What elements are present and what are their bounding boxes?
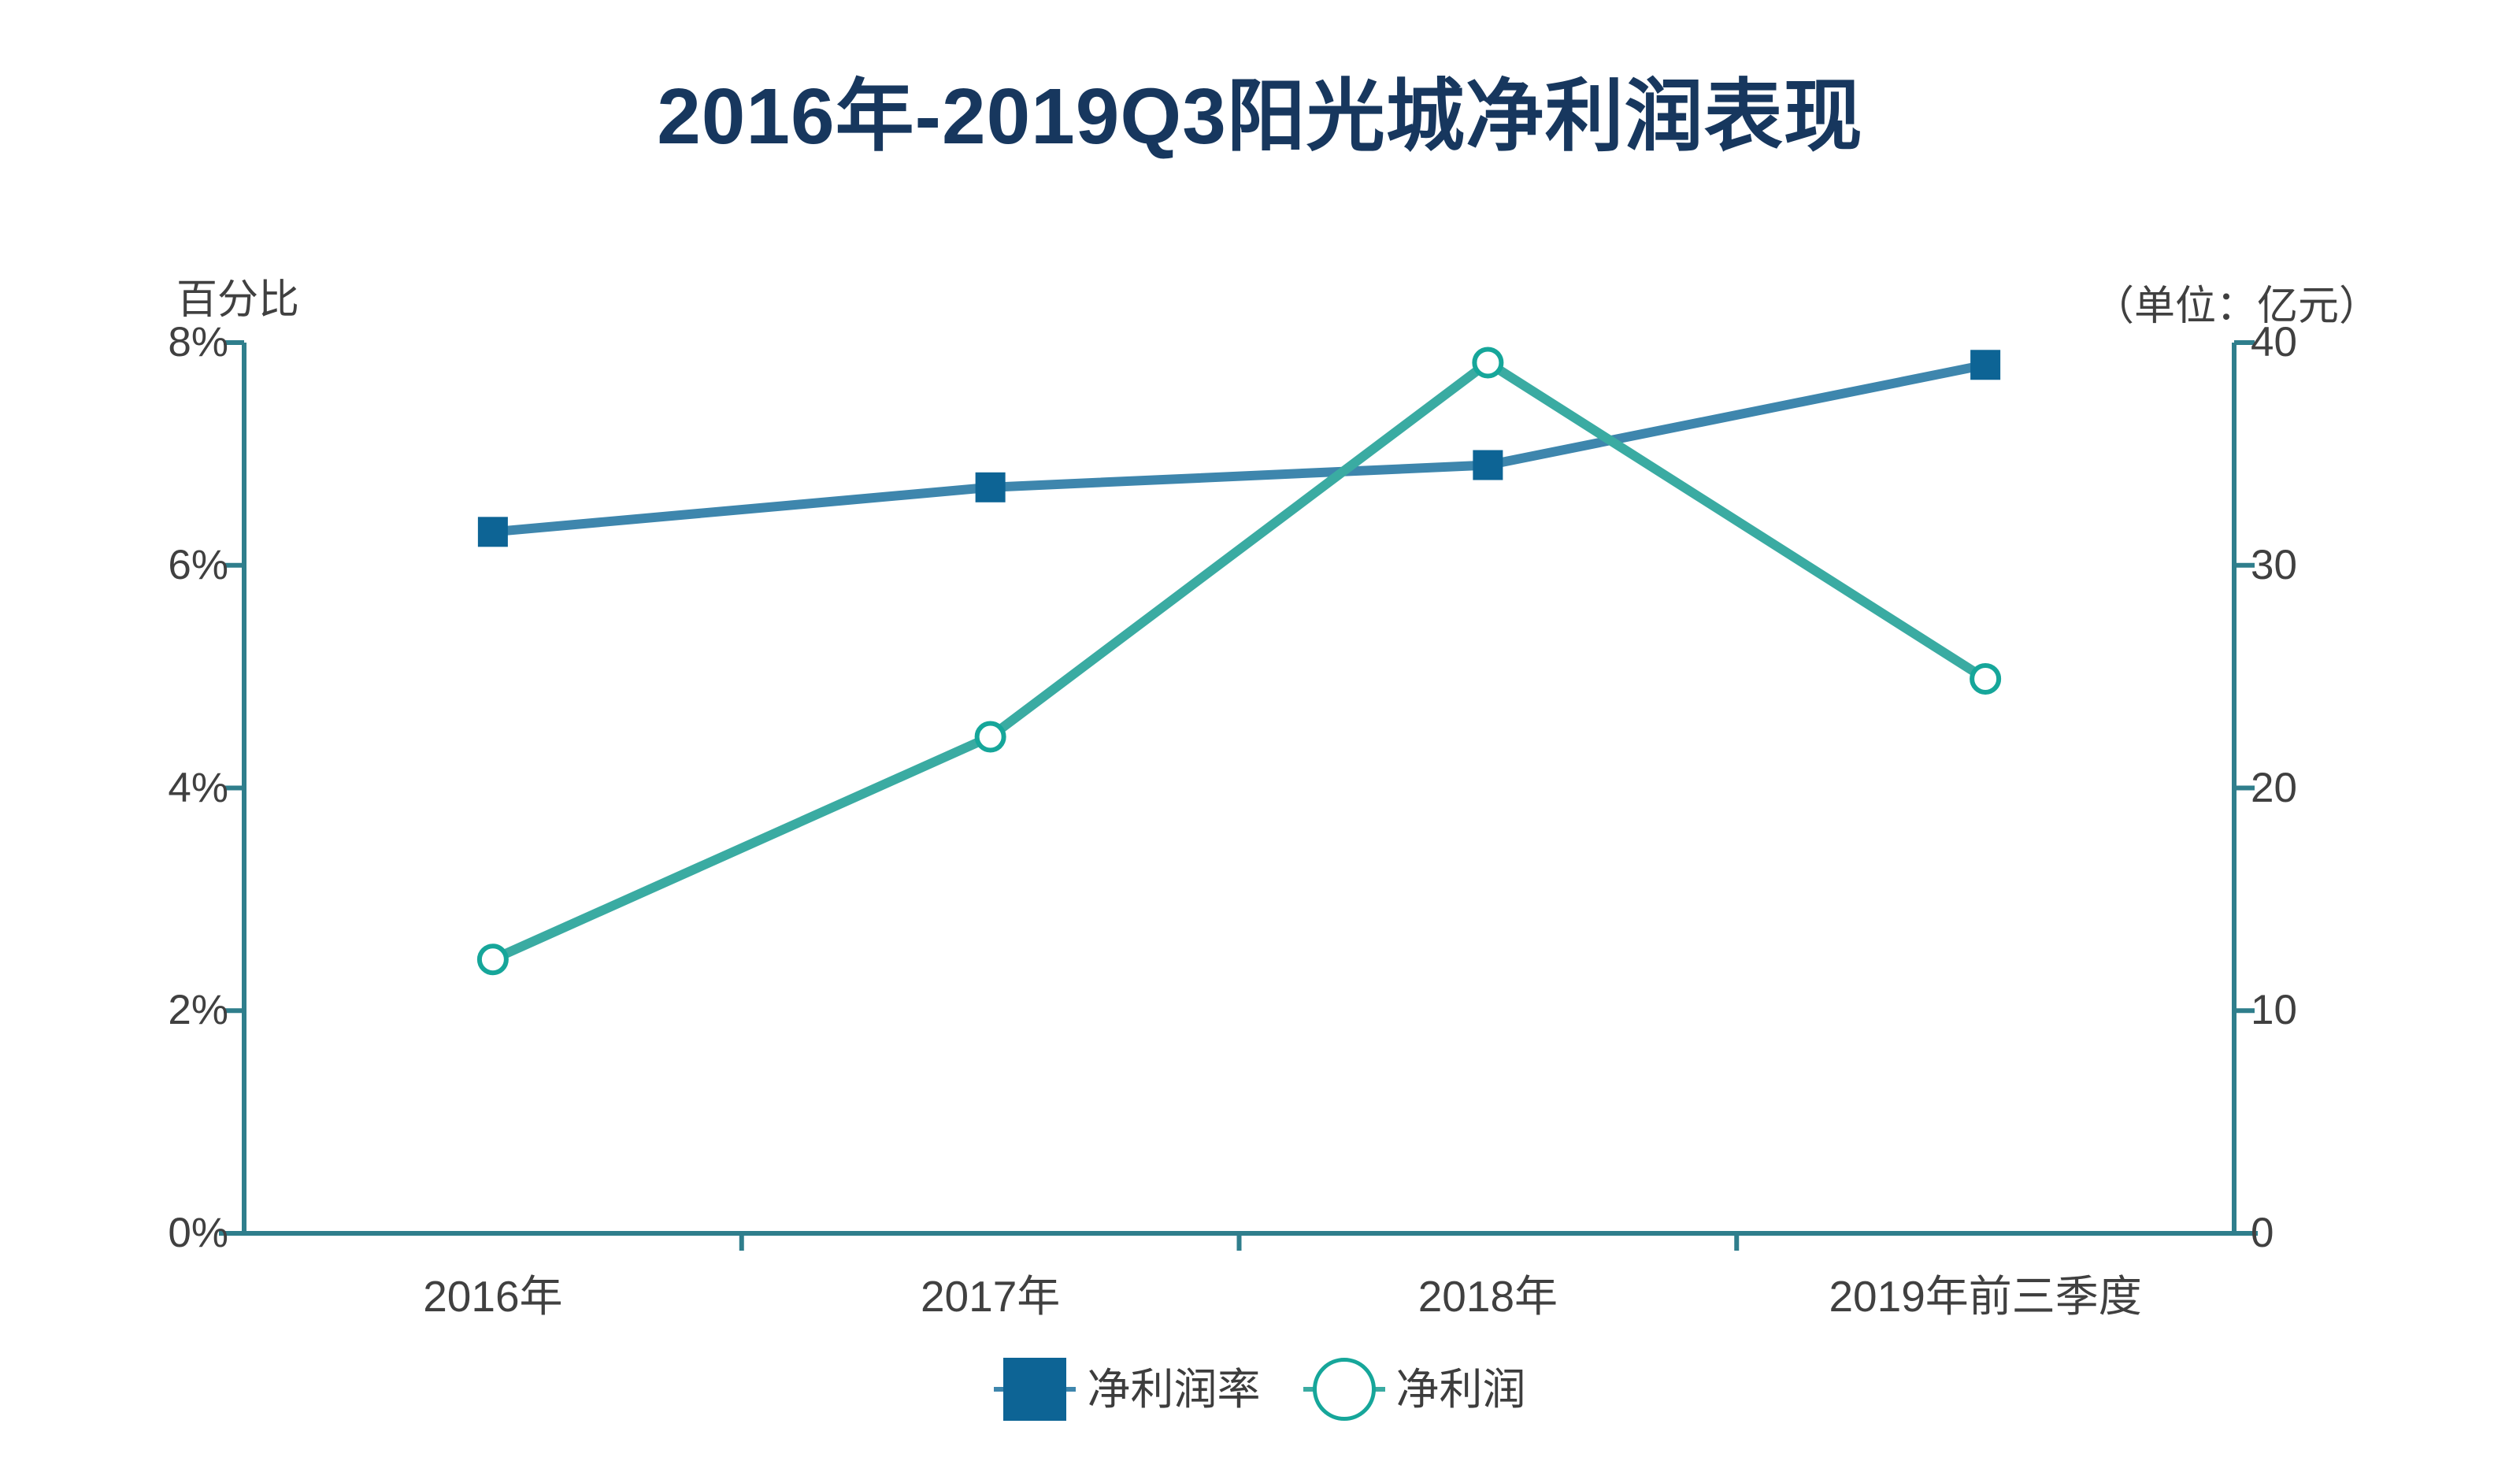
data-point-circle[interactable] xyxy=(974,721,1006,753)
x-axis-tick-label: 2017年 xyxy=(920,1272,1061,1321)
data-point-circle[interactable] xyxy=(1472,347,1504,379)
right-axis-tick-label: 40 xyxy=(2251,319,2297,365)
legend: 净利润率 净利润 xyxy=(0,1356,2520,1422)
legend-label-net-profit-margin: 净利润率 xyxy=(1087,1365,1261,1414)
circle-marker-icon xyxy=(1303,1356,1385,1422)
data-point-square[interactable] xyxy=(975,472,1006,502)
series-line-square xyxy=(492,360,1987,537)
data-point-circle[interactable] xyxy=(1970,662,2002,695)
left-axis-title: 百分比 xyxy=(176,277,300,323)
left-axis-tick-label: 6% xyxy=(168,541,228,588)
legend-square-swatch xyxy=(1003,1358,1067,1421)
x-axis-tick-label: 2019年前三季度 xyxy=(1829,1272,2142,1321)
legend-item-net-profit[interactable]: 净利润 xyxy=(1303,1356,1526,1422)
page-title: 2016年-2019Q3阳光城净利润表现 xyxy=(657,72,1863,161)
data-point-circle[interactable] xyxy=(476,944,509,976)
left-axis-tick-label: 4% xyxy=(168,764,228,811)
right-axis-tick-label: 30 xyxy=(2251,541,2297,588)
data-point-square[interactable] xyxy=(1473,450,1503,480)
series-line-circle xyxy=(491,357,1988,964)
left-axis-tick-label: 0% xyxy=(168,1210,228,1256)
x-axis-tick-label: 2016年 xyxy=(423,1272,563,1321)
x-axis-tick-label: 2018年 xyxy=(1418,1272,1558,1321)
legend-circle-swatch xyxy=(1312,1358,1376,1421)
legend-item-net-profit-margin[interactable]: 净利润率 xyxy=(994,1356,1261,1422)
data-point-square[interactable] xyxy=(477,517,508,547)
data-point-square[interactable] xyxy=(1970,350,2001,380)
right-axis-tick-label: 20 xyxy=(2251,764,2297,811)
left-axis-tick-label: 2% xyxy=(168,987,228,1034)
square-marker-icon xyxy=(994,1356,1077,1422)
right-axis-tick-label: 10 xyxy=(2251,987,2297,1034)
right-axis-title: （单位：亿元） xyxy=(2092,284,2380,329)
left-axis-tick-label: 8% xyxy=(168,319,228,365)
legend-label-net-profit: 净利润 xyxy=(1395,1365,1526,1414)
right-axis-tick-label: 0 xyxy=(2251,1210,2274,1256)
